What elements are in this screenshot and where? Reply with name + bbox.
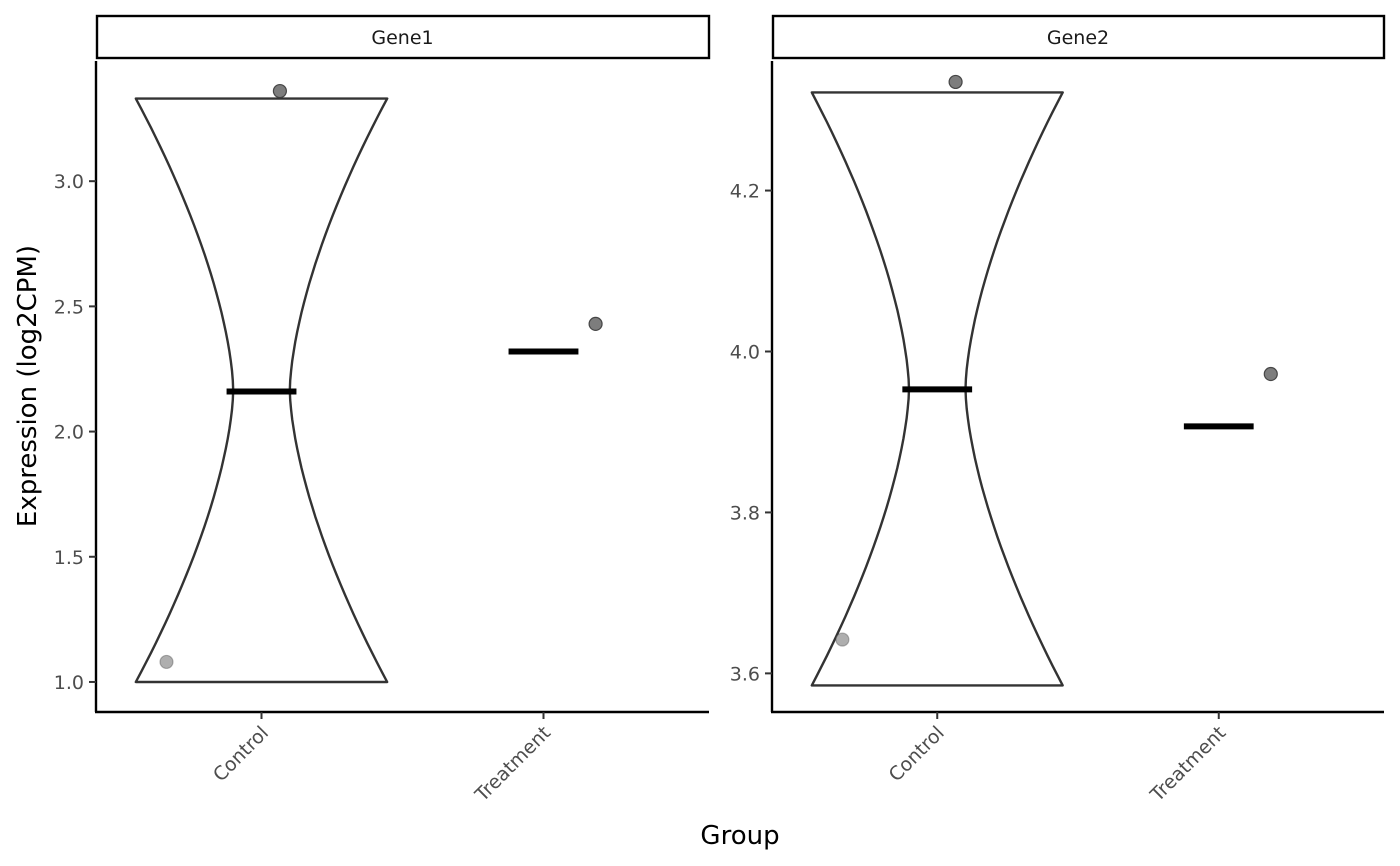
strip-box [771, 14, 1386, 60]
point-treatment-dark [1263, 366, 1278, 382]
x-axis-title: Group [700, 821, 779, 851]
point-control-dark [272, 83, 287, 99]
y-axis-title: Expression (log2CPM) [13, 245, 43, 527]
point-control-light [835, 632, 850, 647]
y-tick-label: 1.5 [54, 547, 84, 569]
y-tick-label: 1.0 [54, 672, 84, 694]
y-tick-label: 4.2 [730, 181, 760, 203]
y-tick-label: 2.0 [54, 422, 84, 444]
strip-label: Gene1 [371, 27, 433, 49]
y-tick-label: 2.5 [54, 296, 84, 318]
strip-label: Gene2 [1047, 27, 1109, 49]
strip-box [95, 14, 711, 60]
y-tick-label: 3.8 [730, 502, 760, 524]
point-control-light [159, 654, 174, 670]
y-tick-label: 3.6 [730, 663, 760, 685]
y-tick-label: 4.0 [730, 341, 760, 363]
point-treatment-dark [588, 316, 603, 332]
point-control-dark [948, 74, 963, 90]
y-tick-label: 3.0 [54, 171, 84, 193]
